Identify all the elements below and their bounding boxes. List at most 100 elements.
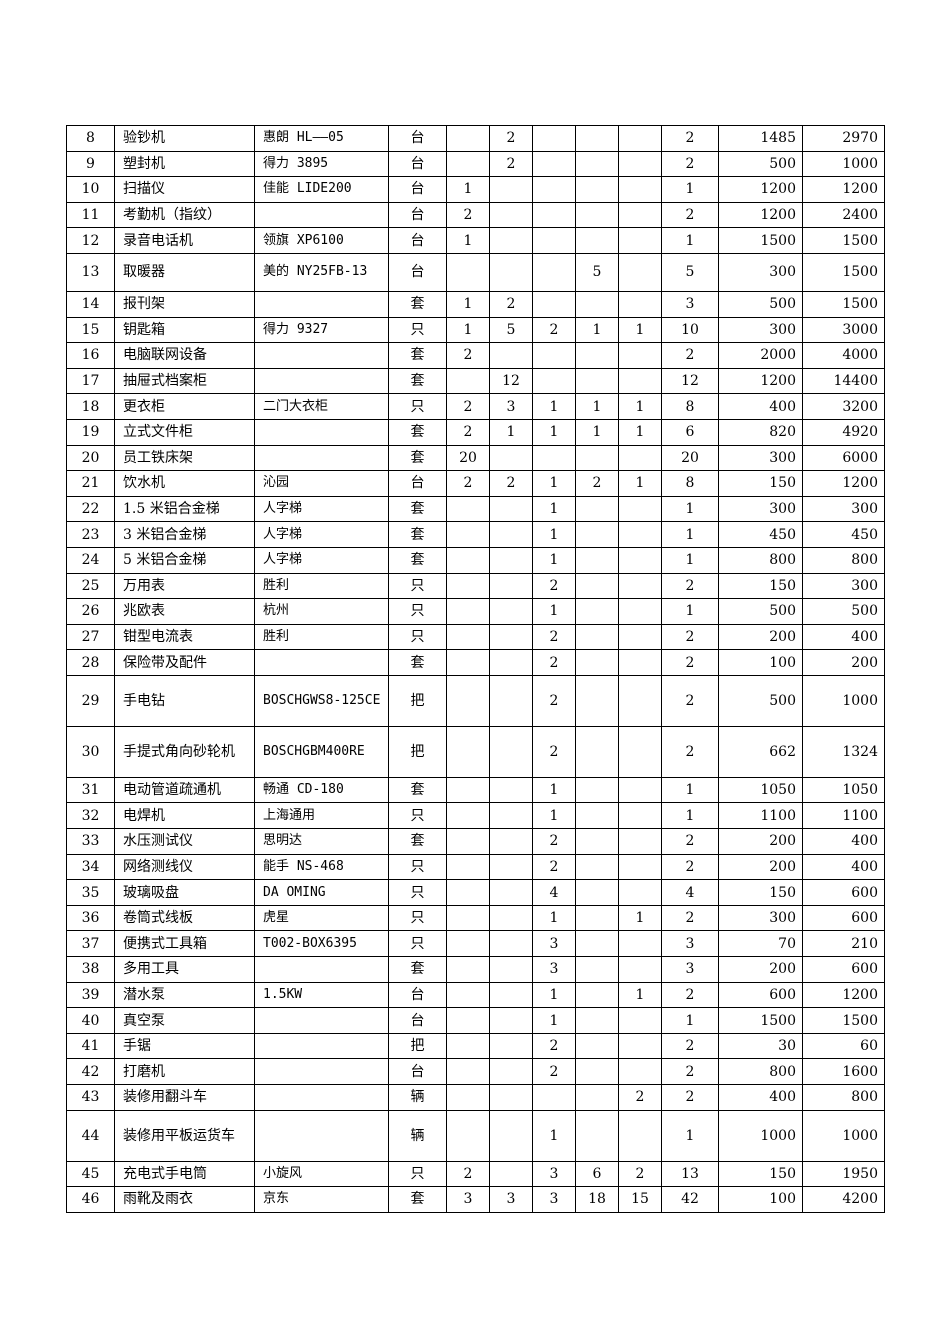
qty-3: 2 bbox=[532, 623, 576, 651]
qty-1 bbox=[446, 649, 490, 676]
item-number: 41 bbox=[66, 1032, 115, 1060]
amount: 4920 bbox=[802, 418, 885, 446]
qty-3 bbox=[532, 252, 576, 292]
unit-price: 200 bbox=[718, 853, 803, 881]
table-row: 24 5 米铝合金梯 人字梯套 1 1 800 800 bbox=[66, 546, 885, 574]
item-model: 人字梯 bbox=[254, 495, 389, 523]
qty-2 bbox=[489, 227, 533, 254]
item-model: DA OMING bbox=[254, 879, 389, 906]
qty-2 bbox=[489, 1032, 533, 1060]
qty-2 bbox=[489, 930, 533, 958]
item-number: 12 bbox=[66, 227, 115, 254]
qty-2: 3 bbox=[489, 1186, 533, 1213]
item-number: 26 bbox=[66, 598, 115, 625]
unit-price: 200 bbox=[718, 828, 803, 855]
qty-5 bbox=[618, 201, 662, 229]
item-number: 46 bbox=[66, 1186, 115, 1213]
qty-total: 13 bbox=[661, 1160, 719, 1188]
item-number: 18 bbox=[66, 393, 115, 420]
qty-4 bbox=[575, 1084, 619, 1111]
table-row: 10 扫描仪 佳能 LIDE200 台 1 1 1200 1200 bbox=[66, 176, 885, 203]
item-unit: 套 bbox=[388, 342, 447, 369]
amount: 600 bbox=[802, 879, 885, 906]
item-unit: 辆 bbox=[388, 1109, 447, 1162]
qty-5: 1 bbox=[618, 316, 662, 344]
qty-5: 1 bbox=[618, 418, 662, 446]
item-unit: 只 bbox=[388, 572, 447, 600]
qty-1 bbox=[446, 1109, 490, 1162]
qty-2 bbox=[489, 956, 533, 983]
item-model: 胜利 bbox=[254, 572, 389, 600]
item-name: 扫描仪 bbox=[114, 176, 255, 203]
qty-3: 3 bbox=[532, 956, 576, 983]
qty-4 bbox=[575, 623, 619, 651]
item-name: 手锯 bbox=[114, 1032, 255, 1060]
amount: 1000 bbox=[802, 674, 885, 727]
qty-4 bbox=[575, 572, 619, 600]
amount: 450 bbox=[802, 521, 885, 548]
amount: 300 bbox=[802, 572, 885, 600]
item-unit: 台 bbox=[388, 981, 447, 1009]
table-row: 37 便携式工具箱 T002-BOX6395 只 3 3 70 210 bbox=[66, 930, 885, 958]
qty-1 bbox=[446, 1058, 490, 1085]
amount: 1600 bbox=[802, 1058, 885, 1085]
qty-3 bbox=[532, 227, 576, 254]
qty-3 bbox=[532, 367, 576, 395]
qty-1: 2 bbox=[446, 1160, 490, 1188]
item-number: 10 bbox=[66, 176, 115, 203]
qty-5 bbox=[618, 150, 662, 178]
item-name: 充电式手电筒 bbox=[114, 1160, 255, 1188]
qty-5: 1 bbox=[618, 470, 662, 497]
qty-4 bbox=[575, 1007, 619, 1034]
qty-2 bbox=[489, 802, 533, 830]
amount: 1000 bbox=[802, 150, 885, 178]
amount: 800 bbox=[802, 546, 885, 574]
qty-2: 12 bbox=[489, 367, 533, 395]
item-number: 40 bbox=[66, 1007, 115, 1034]
item-number: 15 bbox=[66, 316, 115, 344]
qty-1 bbox=[446, 546, 490, 574]
item-number: 38 bbox=[66, 956, 115, 983]
qty-1 bbox=[446, 521, 490, 548]
qty-3: 2 bbox=[532, 1058, 576, 1085]
qty-1 bbox=[446, 802, 490, 830]
table-row: 39 潜水泵 1.5KW 台 1 1 2 600 1200 bbox=[66, 981, 885, 1009]
unit-price: 450 bbox=[718, 521, 803, 548]
table-row: 43 装修用翻斗车辆 2 2 400 800 bbox=[66, 1084, 885, 1111]
table-row: 35 玻璃吸盘 DA OMING 只 4 4 150 600 bbox=[66, 879, 885, 906]
item-model: 得力 3895 bbox=[254, 150, 389, 178]
qty-1 bbox=[446, 725, 490, 778]
qty-4 bbox=[575, 598, 619, 625]
amount: 1200 bbox=[802, 981, 885, 1009]
item-model: 畅通 CD-180 bbox=[254, 776, 389, 804]
amount: 3200 bbox=[802, 393, 885, 420]
unit-price: 1100 bbox=[718, 802, 803, 830]
item-name: 钥匙箱 bbox=[114, 316, 255, 344]
qty-5 bbox=[618, 1007, 662, 1034]
qty-5: 1 bbox=[618, 393, 662, 420]
qty-total: 2 bbox=[661, 572, 719, 600]
item-number: 16 bbox=[66, 342, 115, 369]
item-number: 21 bbox=[66, 470, 115, 497]
item-model: BOSCHGWS8-125CE bbox=[254, 674, 389, 727]
qty-total: 2 bbox=[661, 150, 719, 178]
qty-5 bbox=[618, 956, 662, 983]
item-unit: 只 bbox=[388, 904, 447, 932]
qty-1: 2 bbox=[446, 418, 490, 446]
qty-5 bbox=[618, 125, 662, 152]
qty-2 bbox=[489, 776, 533, 804]
qty-2 bbox=[489, 252, 533, 292]
qty-total: 2 bbox=[661, 904, 719, 932]
amount: 1100 bbox=[802, 802, 885, 830]
item-model: 能手 NS-468 bbox=[254, 853, 389, 881]
table-row: 13 取暖器 美的 NY25FB-13 台 5 5 300 1500 bbox=[66, 252, 885, 292]
qty-total: 5 bbox=[661, 252, 719, 292]
qty-total: 3 bbox=[661, 290, 719, 318]
item-model bbox=[254, 1032, 389, 1060]
qty-2 bbox=[489, 546, 533, 574]
item-unit: 只 bbox=[388, 598, 447, 625]
qty-total: 4 bbox=[661, 879, 719, 906]
qty-2: 1 bbox=[489, 418, 533, 446]
qty-total: 2 bbox=[661, 981, 719, 1009]
item-name: 网络测线仪 bbox=[114, 853, 255, 881]
